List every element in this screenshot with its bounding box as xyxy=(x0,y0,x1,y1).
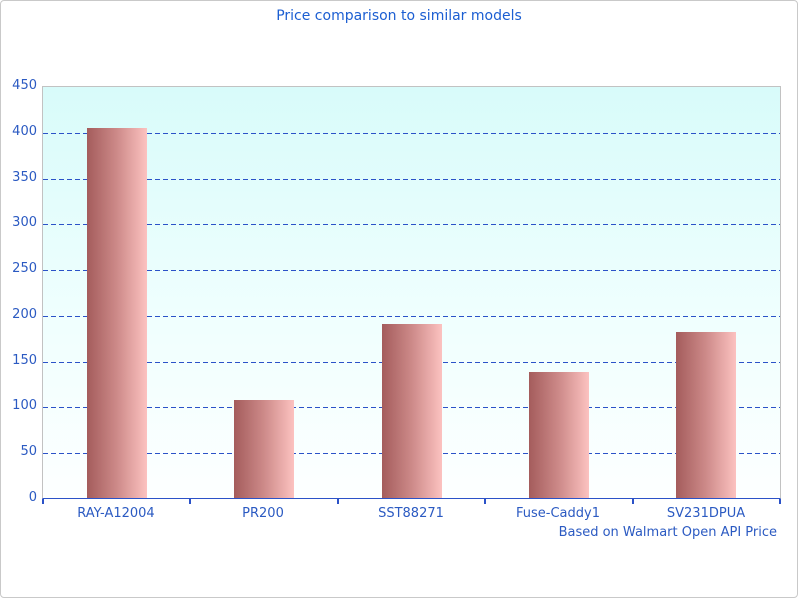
x-label-Fuse-Caddy1: Fuse-Caddy1 xyxy=(516,506,600,521)
x-tick xyxy=(42,499,44,504)
x-tick xyxy=(337,499,339,504)
y-tick-label-300: 300 xyxy=(12,215,37,230)
y-tick-label-200: 200 xyxy=(12,307,37,322)
y-tick-label-50: 50 xyxy=(20,444,37,459)
gridline-300 xyxy=(43,224,780,226)
y-tick-label-400: 400 xyxy=(12,124,37,139)
bar-Fuse-Caddy1 xyxy=(529,372,589,498)
gridline-350 xyxy=(43,178,780,180)
y-tick-label-100: 100 xyxy=(12,398,37,413)
x-tick xyxy=(484,499,486,504)
y-tick-label-450: 450 xyxy=(12,78,37,93)
gridline-400 xyxy=(43,132,780,134)
x-label-PR200: PR200 xyxy=(242,506,284,521)
x-tick xyxy=(189,499,191,504)
x-tick xyxy=(779,499,781,504)
y-tick-label-0: 0 xyxy=(28,490,37,505)
x-label-SV231DPUA: SV231DPUA xyxy=(666,506,746,521)
gridline-200 xyxy=(43,315,780,317)
bar-RAY-A12004 xyxy=(87,128,147,498)
chart-title: Price comparison to similar models xyxy=(276,8,522,24)
y-tick-label-150: 150 xyxy=(12,353,37,368)
gridline-250 xyxy=(43,270,780,272)
bar-SST88271 xyxy=(382,324,442,498)
x-tick xyxy=(632,499,634,504)
bar-PR200 xyxy=(234,400,294,498)
bar-SV231DPUA xyxy=(676,332,736,498)
y-tick-label-350: 350 xyxy=(12,170,37,185)
plot-area xyxy=(42,86,781,499)
y-tick-label-250: 250 xyxy=(12,261,37,276)
x-label-RAY-A12004: RAY-A12004 xyxy=(77,506,155,521)
chart-footnote: Based on Walmart Open API Price xyxy=(558,525,777,540)
x-label-SST88271: SST88271 xyxy=(378,506,444,521)
